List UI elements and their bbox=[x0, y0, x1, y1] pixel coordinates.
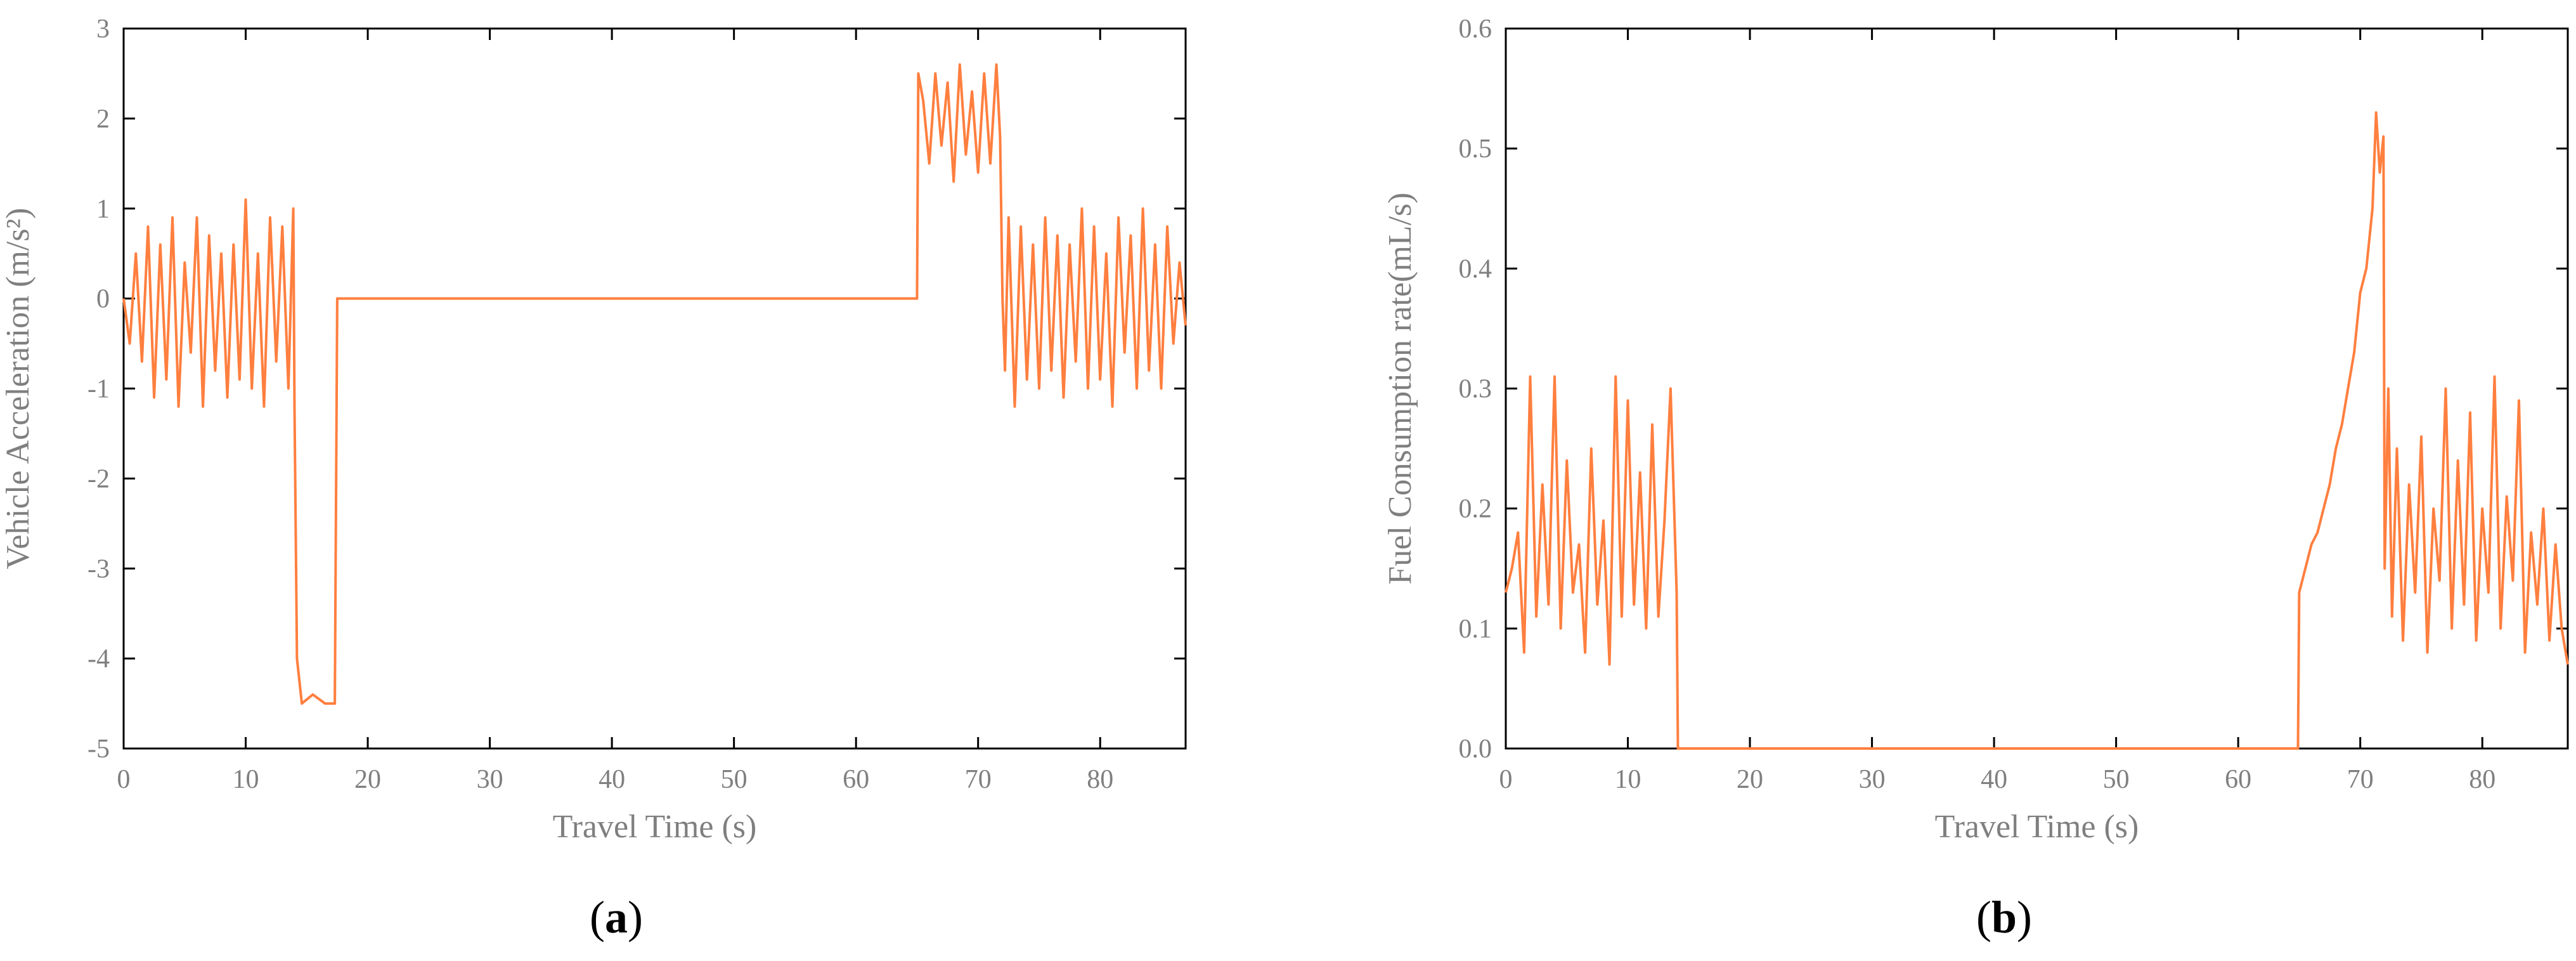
y-tick-label: 2 bbox=[96, 105, 110, 134]
y-tick-label: 0.0 bbox=[1459, 735, 1492, 764]
x-tick-label: 60 bbox=[843, 765, 869, 794]
x-axis-label: Travel Time (s) bbox=[553, 809, 757, 845]
y-tick-label: -4 bbox=[87, 644, 110, 674]
x-tick-label: 20 bbox=[354, 765, 381, 794]
plot-frame bbox=[1505, 27, 2569, 750]
y-tick-label: -5 bbox=[87, 735, 110, 764]
x-tick-label: 40 bbox=[599, 765, 625, 794]
y-tick-label: -3 bbox=[87, 554, 110, 584]
y-tick-label: 0.1 bbox=[1459, 615, 1492, 644]
y-tick-label: -1 bbox=[87, 375, 110, 404]
y-tick-label: 0 bbox=[96, 285, 110, 314]
x-tick-label: 20 bbox=[1737, 765, 1763, 794]
x-tick-label: 10 bbox=[233, 765, 259, 794]
chart-b: 0 10 20 30 40 50 60 70 80 0.0 0.1 0.2 0.3 0.4 0.5 0.6 Tr… bbox=[1382, 15, 2569, 845]
y-tick-label: -2 bbox=[87, 464, 110, 494]
y-tick-label: 0.3 bbox=[1459, 375, 1492, 404]
y-axis-label: Vehicle Acceleration (m/s²) bbox=[0, 207, 36, 569]
x-tick-label: 60 bbox=[2225, 765, 2251, 794]
x-tick-label: 40 bbox=[1981, 765, 2007, 794]
y-tick-label: 0.6 bbox=[1459, 15, 1492, 44]
x-tick-label: 50 bbox=[2103, 765, 2130, 794]
y-tick-label: 0.4 bbox=[1459, 254, 1492, 284]
y-tick-label: 0.2 bbox=[1459, 495, 1492, 524]
x-tick-label: 10 bbox=[1615, 765, 1641, 794]
series-line bbox=[122, 63, 1187, 705]
x-tick-label: 0 bbox=[117, 765, 131, 794]
chart-a: 0 10 20 30 40 50 60 70 80 -5 -4 -3 -2 -1 0 1 2 3 Travel Ti… bbox=[0, 15, 1187, 845]
plot-frame bbox=[122, 27, 1187, 750]
y-axis-label: Fuel Consumption rate(mL/s) bbox=[1382, 192, 1418, 584]
y-tick-label: 1 bbox=[96, 195, 110, 224]
caption-a: (a) bbox=[590, 892, 643, 943]
x-tick-label: 80 bbox=[2469, 765, 2495, 794]
x-tick-label: 30 bbox=[1859, 765, 1886, 794]
x-tick-label: 70 bbox=[2347, 765, 2374, 794]
x-tick-label: 0 bbox=[1499, 765, 1513, 794]
series-line bbox=[1505, 111, 2569, 750]
x-tick-label: 30 bbox=[477, 765, 503, 794]
y-tick-label: 3 bbox=[96, 15, 110, 44]
x-tick-label: 80 bbox=[1087, 765, 1113, 794]
caption-b-letter: b bbox=[1991, 892, 2017, 943]
x-tick-label: 70 bbox=[965, 765, 992, 794]
x-axis-label: Travel Time (s) bbox=[1935, 809, 2139, 845]
y-tick-label: 0.5 bbox=[1459, 134, 1492, 164]
x-tick-label: 50 bbox=[721, 765, 748, 794]
caption-a-letter: a bbox=[604, 892, 628, 943]
caption-b: (b) bbox=[1976, 892, 2033, 943]
